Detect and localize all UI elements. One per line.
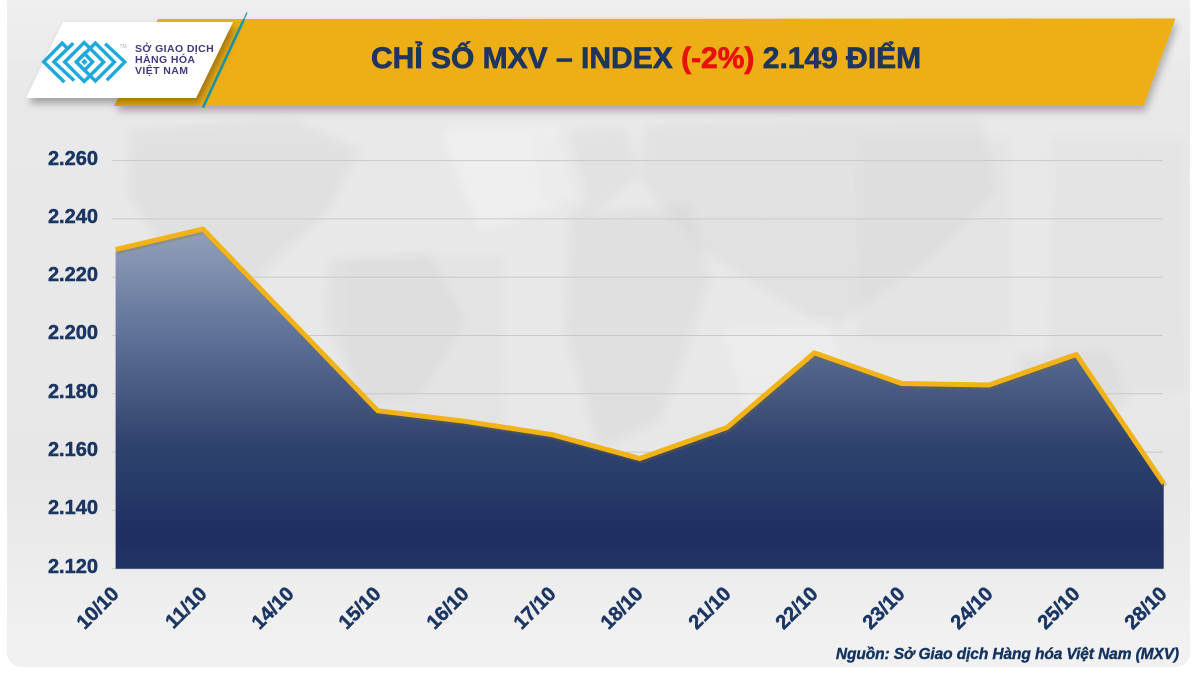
svg-text:TM: TM — [120, 44, 127, 50]
